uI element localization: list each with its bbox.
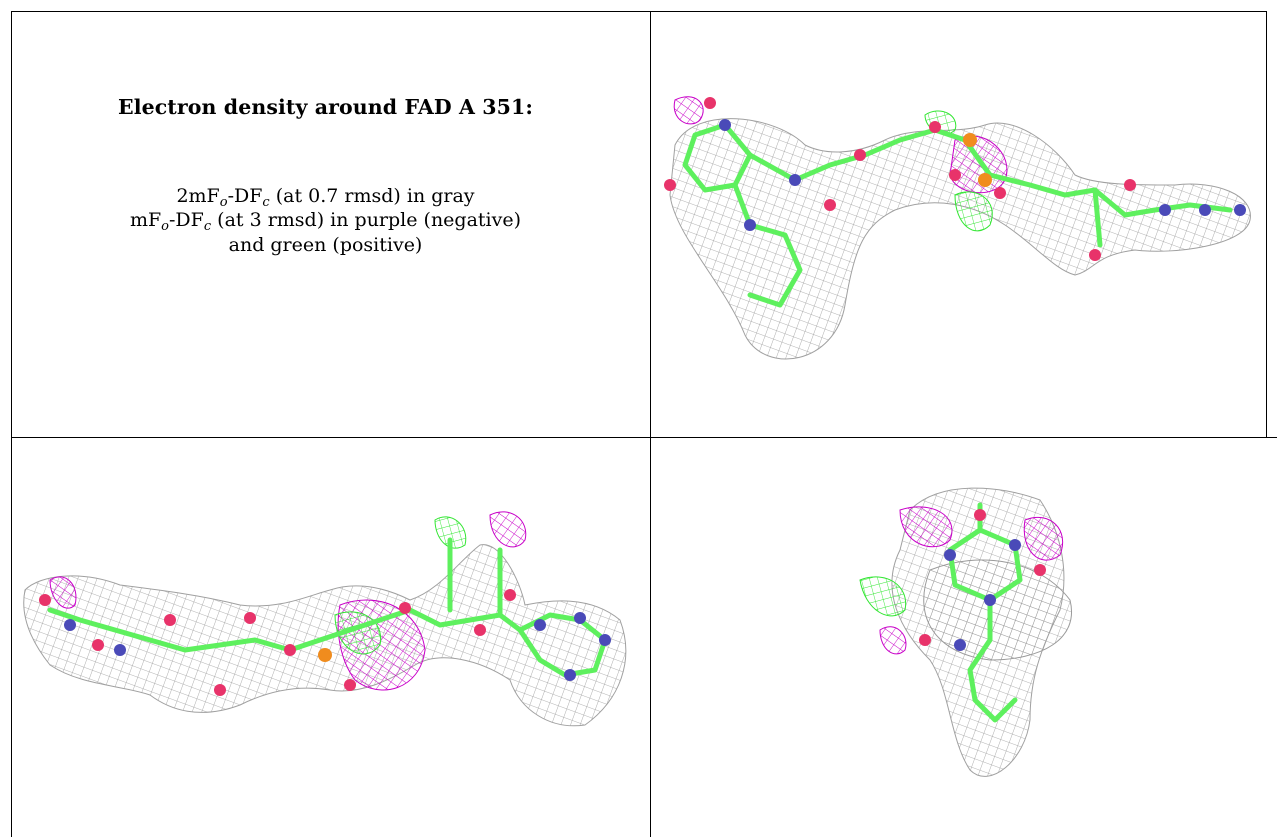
table-border-left	[11, 11, 12, 837]
atom-spheres	[664, 97, 1246, 261]
density-positive-blob	[859, 576, 907, 617]
density-negative-blob	[1023, 516, 1064, 561]
caption-map-fofc-cont: and green (positive)	[228, 233, 423, 256]
caption-body: 2mFo-DFc (at 0.7 rmsd) in gray mFo-DFc (…	[12, 184, 639, 257]
density-positive-blob	[954, 191, 993, 232]
density-image-top-right	[664, 96, 1251, 360]
density-positive-blob	[434, 516, 467, 549]
density-negative-blob	[673, 96, 704, 125]
atom-spheres	[919, 509, 1046, 651]
table-border-center	[650, 11, 651, 837]
table-row-divider	[11, 437, 1277, 438]
density-image-bottom-left	[23, 511, 627, 727]
caption-map-fofc: mFo-DFc (at 3 rmsd) in purple (negative)	[129, 209, 522, 235]
caption-cell: Electron density around FAD A 351: 2mFo-…	[12, 95, 639, 257]
density-negative-blob	[49, 576, 77, 609]
density-negative-blob	[489, 511, 527, 548]
table-border-top	[11, 11, 1267, 12]
density-2fofc-envelope	[23, 544, 627, 727]
caption-title: Electron density around FAD A 351:	[117, 95, 534, 119]
density-image-bottom-right	[859, 487, 1072, 777]
density-negative-blob	[899, 506, 953, 548]
table-border-right	[1266, 11, 1267, 437]
fad-ligand-sticks	[47, 537, 608, 678]
caption-map-2fofc: 2mFo-DFc (at 0.7 rmsd) in gray	[176, 185, 475, 210]
atom-spheres	[39, 589, 611, 696]
density-2fofc-envelope	[669, 118, 1251, 360]
density-negative-blob	[879, 626, 907, 655]
